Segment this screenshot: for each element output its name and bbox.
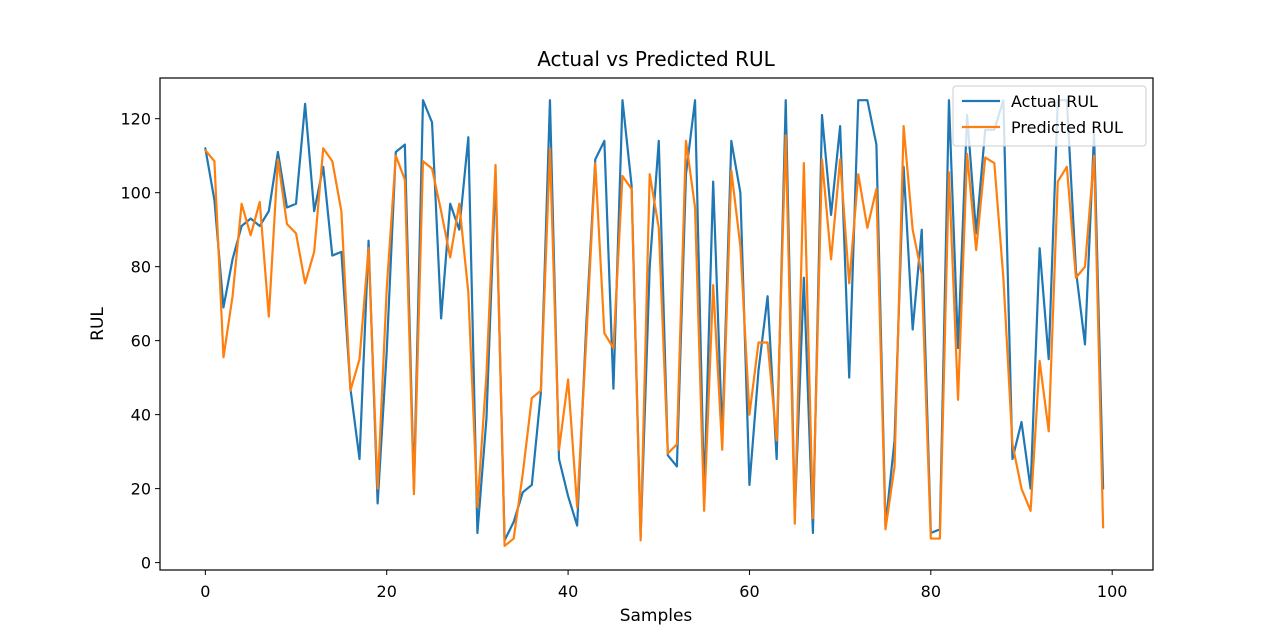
y-tick-label: 120 (120, 110, 151, 129)
legend: Actual RUL Predicted RUL (952, 85, 1147, 147)
x-tick-label: 40 (558, 582, 578, 601)
x-tick-label: 20 (377, 582, 397, 601)
legend-label-actual: Actual RUL (1011, 92, 1098, 111)
chart-title: Actual vs Predicted RUL (537, 47, 775, 71)
x-axis-title: Samples (620, 606, 693, 626)
y-tick-label: 20 (131, 480, 151, 499)
x-tick-label: 100 (1097, 582, 1128, 601)
x-tick-label: 60 (739, 582, 759, 601)
series-layer (204, 99, 1105, 548)
y-axis-title: RUL (88, 307, 108, 341)
x-tick-label: 80 (921, 582, 941, 601)
series-line-predicted (204, 124, 1105, 548)
legend-label-predicted: Predicted RUL (1011, 118, 1123, 137)
y-tick-label: 40 (131, 406, 151, 425)
plot-frame (159, 77, 1154, 571)
y-tick-label: 100 (120, 184, 151, 203)
y-tick-label: 60 (131, 332, 151, 351)
y-tick-label: 80 (131, 258, 151, 277)
legend-box (952, 85, 1147, 147)
x-axis: 0 20 40 60 80 100 (200, 570, 1127, 601)
y-tick-label: 0 (141, 554, 151, 573)
y-axis: 0 20 40 60 80 100 120 (120, 110, 160, 573)
x-tick-label: 0 (200, 582, 210, 601)
